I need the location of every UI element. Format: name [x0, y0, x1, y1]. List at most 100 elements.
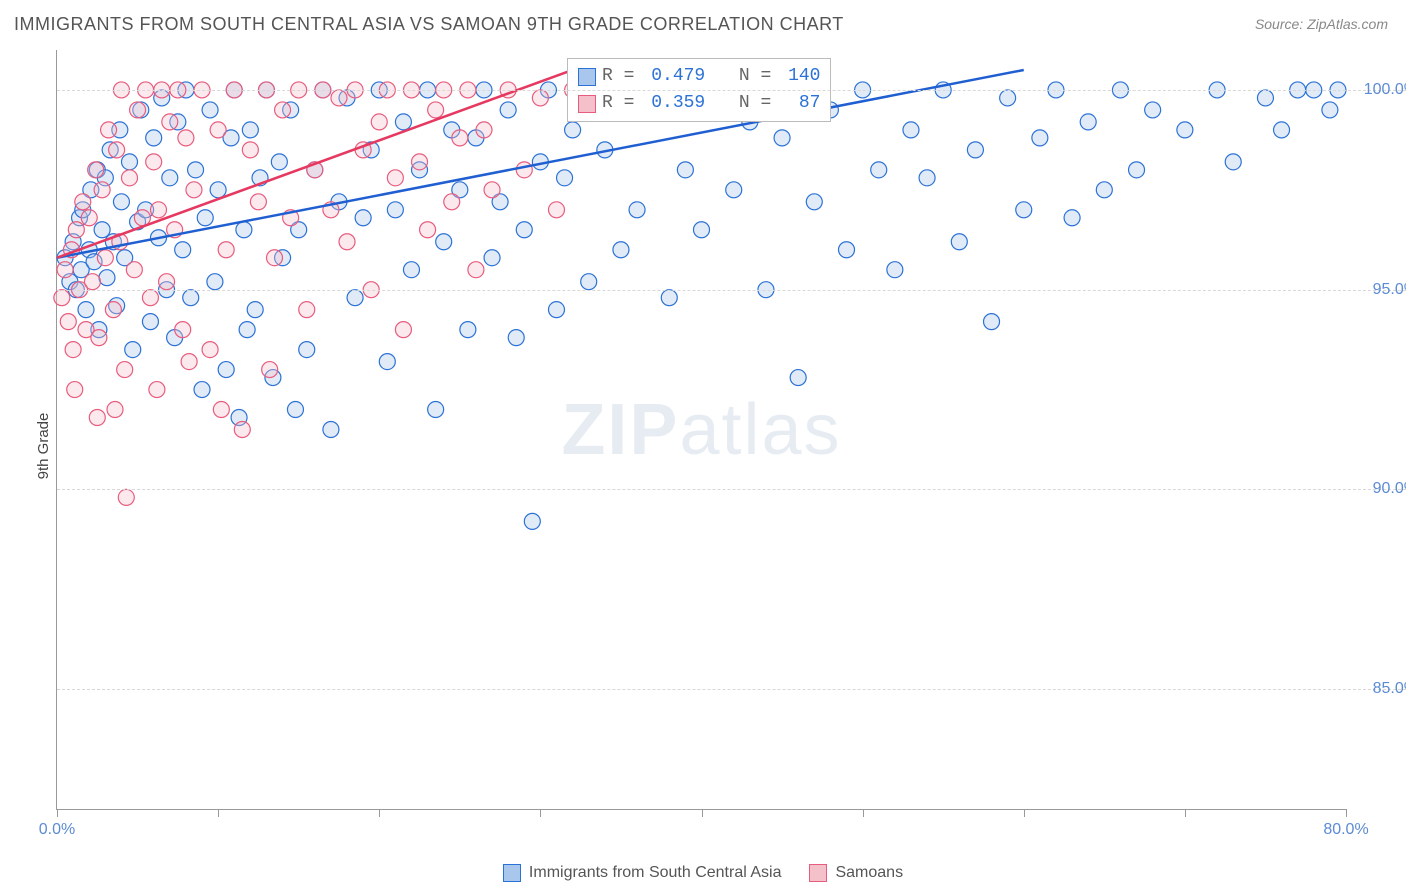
scatter-point — [871, 162, 887, 178]
scatter-point — [78, 302, 94, 318]
scatter-point — [67, 382, 83, 398]
scatter-point — [175, 242, 191, 258]
scatter-point — [1064, 210, 1080, 226]
scatter-point — [218, 242, 234, 258]
scatter-point — [629, 202, 645, 218]
bottom-legend: Immigrants from South Central Asia Samoa… — [0, 864, 1406, 882]
scatter-point — [516, 162, 532, 178]
scatter-point — [903, 122, 919, 138]
scatter-point — [107, 402, 123, 418]
scatter-point — [188, 162, 204, 178]
scatter-point — [213, 402, 229, 418]
scatter-point — [661, 290, 677, 306]
scatter-point — [1032, 130, 1048, 146]
scatter-point — [142, 290, 158, 306]
scatter-point — [183, 290, 199, 306]
scatter-point — [694, 222, 710, 238]
scatter-point — [109, 142, 125, 158]
scatter-point — [613, 242, 629, 258]
scatter-point — [460, 322, 476, 338]
scatter-point — [984, 314, 1000, 330]
scatter-point — [428, 102, 444, 118]
scatter-point — [967, 142, 983, 158]
legend-swatch-pink — [578, 95, 596, 113]
legend-r-label-1: R = — [602, 63, 645, 90]
y-tick-label: 85.0% — [1373, 680, 1406, 698]
scatter-point — [250, 194, 266, 210]
x-tick-label: 80.0% — [1323, 821, 1368, 839]
bottom-legend-swatch-pink — [809, 864, 827, 882]
scatter-point — [839, 242, 855, 258]
scatter-point — [548, 302, 564, 318]
scatter-point — [371, 114, 387, 130]
scatter-point — [1096, 182, 1112, 198]
source-attribution: Source: ZipAtlas.com — [1255, 16, 1388, 32]
x-tick-label: 0.0% — [39, 821, 75, 839]
scatter-point — [122, 170, 138, 186]
scatter-point — [1257, 90, 1273, 106]
scatter-point — [207, 274, 223, 290]
legend-n-label-2: N = — [739, 90, 782, 117]
x-tick — [379, 809, 380, 817]
legend-n-label-1: N = — [739, 63, 782, 90]
scatter-point — [299, 342, 315, 358]
scatter-point — [186, 182, 202, 198]
scatter-point — [234, 422, 250, 438]
scatter-point — [125, 342, 141, 358]
gridline — [57, 290, 1406, 291]
scatter-point — [387, 202, 403, 218]
scatter-point — [436, 234, 452, 250]
legend-n-value-1: 140 — [788, 63, 820, 90]
scatter-point — [1177, 122, 1193, 138]
y-tick-label: 100.0% — [1364, 81, 1406, 99]
legend-row-series2: R = 0.359 N = 87 — [578, 90, 820, 117]
scatter-point — [267, 250, 283, 266]
scatter-point — [484, 182, 500, 198]
gridline — [57, 689, 1406, 690]
scatter-point — [1016, 202, 1032, 218]
scatter-point — [97, 250, 113, 266]
scatter-point — [339, 234, 355, 250]
scatter-point — [379, 354, 395, 370]
scatter-point — [126, 262, 142, 278]
scatter-point — [919, 170, 935, 186]
scatter-point — [1274, 122, 1290, 138]
scatter-point — [178, 130, 194, 146]
scatter-point — [210, 182, 226, 198]
scatter-point — [99, 270, 115, 286]
scatter-point — [146, 154, 162, 170]
scatter-point — [516, 222, 532, 238]
y-tick-label: 95.0% — [1373, 281, 1406, 299]
scatter-point — [452, 130, 468, 146]
scatter-point — [88, 162, 104, 178]
scatter-point — [271, 154, 287, 170]
scatter-point — [75, 194, 91, 210]
scatter-point — [89, 410, 105, 426]
scatter-point — [101, 122, 117, 138]
scatter-point — [105, 302, 121, 318]
scatter-point — [1145, 102, 1161, 118]
scatter-point — [403, 262, 419, 278]
scatter-point — [236, 222, 252, 238]
plot-area: ZIPatlas R = 0.479 N = 140 R = 0.359 N =… — [56, 50, 1346, 810]
scatter-point — [122, 154, 138, 170]
scatter-point — [557, 170, 573, 186]
scatter-point — [94, 182, 110, 198]
scatter-point — [951, 234, 967, 250]
bottom-legend-label-2: Samoans — [835, 864, 903, 882]
scatter-point — [347, 290, 363, 306]
bottom-legend-swatch-blue — [503, 864, 521, 882]
scatter-point — [476, 122, 492, 138]
scatter-point — [242, 142, 258, 158]
bottom-legend-item-1: Immigrants from South Central Asia — [503, 864, 782, 882]
scatter-point — [57, 262, 73, 278]
legend-n-value-2: 87 — [788, 90, 820, 117]
scatter-point — [387, 170, 403, 186]
scatter-point — [395, 322, 411, 338]
scatter-point — [1322, 102, 1338, 118]
x-tick — [1024, 809, 1025, 817]
scatter-point — [175, 322, 191, 338]
x-tick — [218, 809, 219, 817]
scatter-point — [181, 354, 197, 370]
scatter-point — [210, 122, 226, 138]
